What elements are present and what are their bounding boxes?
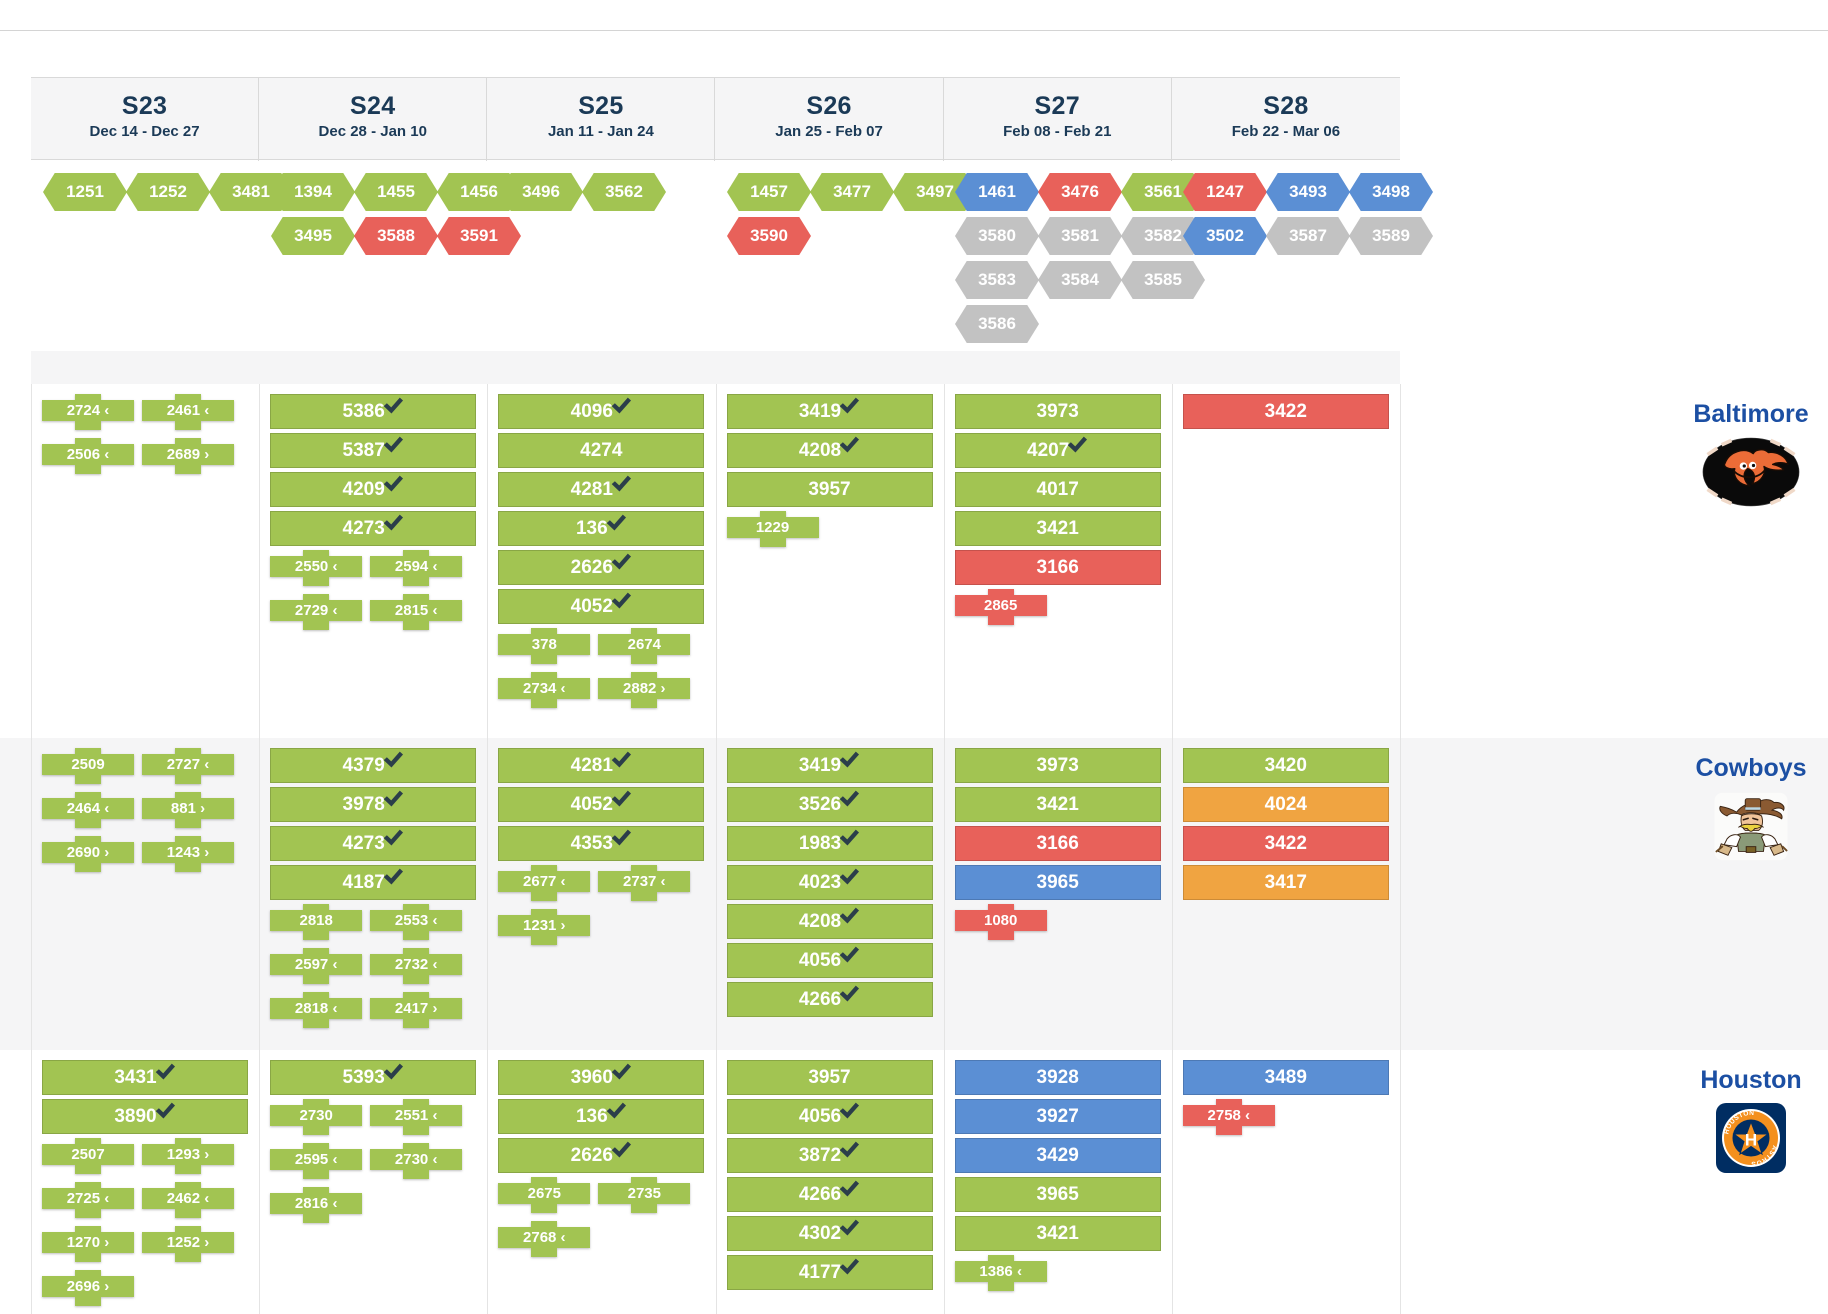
- svg-text:H: H: [1745, 1131, 1757, 1150]
